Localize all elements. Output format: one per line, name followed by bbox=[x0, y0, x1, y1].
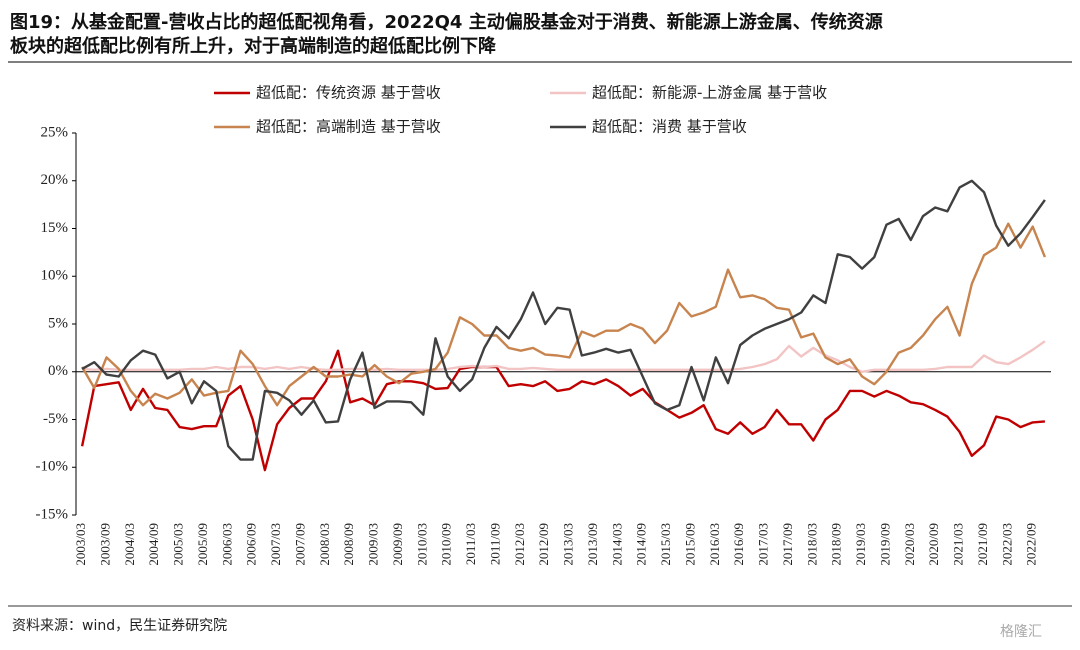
x-tick-label: 2022/09 bbox=[1024, 523, 1039, 566]
x-tick-label: 2019/09 bbox=[877, 523, 892, 566]
x-tick-label: 2006/03 bbox=[219, 523, 234, 566]
x-tick-label: 2020/09 bbox=[926, 523, 941, 566]
watermark: 格隆汇 bbox=[1000, 624, 1042, 640]
x-tick-label: 2008/03 bbox=[317, 523, 332, 566]
x-tick-label: 2004/03 bbox=[122, 523, 137, 566]
x-tick-label: 2017/03 bbox=[756, 523, 771, 566]
x-tick-label: 2019/03 bbox=[853, 523, 868, 566]
x-tick-label: 2003/09 bbox=[97, 523, 112, 566]
x-tick-label: 2011/09 bbox=[487, 523, 502, 565]
x-tick-label: 2020/03 bbox=[902, 523, 917, 566]
x-tick-label: 2015/03 bbox=[658, 523, 673, 566]
x-tick-label: 2014/03 bbox=[609, 523, 624, 566]
series-line bbox=[81, 179, 1046, 461]
x-tick-label: 2004/09 bbox=[146, 523, 161, 566]
legend-label: 超低配：传统资源 基于营收 bbox=[256, 84, 441, 102]
x-tick-label: 2007/03 bbox=[268, 523, 283, 566]
y-tick-label: -10% bbox=[36, 459, 69, 475]
x-tick-label: 2013/03 bbox=[561, 523, 576, 566]
x-tick-label: 2009/09 bbox=[390, 523, 405, 566]
series-line bbox=[82, 340, 1046, 373]
x-tick-label: 2013/09 bbox=[585, 523, 600, 566]
series-line bbox=[80, 349, 1045, 472]
x-tick-label: 2021/09 bbox=[975, 523, 990, 566]
x-tick-label: 2017/09 bbox=[780, 523, 795, 566]
x-tick-label: 2011/03 bbox=[463, 523, 478, 565]
y-tick-label: -5% bbox=[43, 411, 68, 427]
y-tick-label: 25% bbox=[41, 124, 69, 140]
x-tick-label: 2018/03 bbox=[804, 523, 819, 566]
x-tick-label: 2010/09 bbox=[439, 523, 454, 566]
x-tick-label: 2016/03 bbox=[707, 523, 722, 566]
legend-label: 超低配：消费 基于营收 bbox=[592, 118, 747, 136]
x-tick-label: 2016/09 bbox=[731, 523, 746, 566]
chart-title: 图19：从基金配置-营收占比的超低配视角看，2022Q4 主动偏股基金对于消费、… bbox=[10, 11, 883, 33]
x-tick-label: 2018/09 bbox=[829, 523, 844, 566]
y-tick-label: 0% bbox=[48, 363, 68, 379]
legend-label: 超低配：新能源-上游金属 基于营收 bbox=[592, 84, 827, 102]
series-line bbox=[81, 222, 1047, 407]
x-tick-label: 2012/03 bbox=[512, 523, 527, 566]
source: 资料来源：wind，民生证券研究院 bbox=[12, 618, 227, 634]
x-tick-label: 2008/09 bbox=[341, 523, 356, 566]
x-tick-label: 2005/03 bbox=[171, 523, 186, 566]
y-tick-label: -15% bbox=[36, 506, 69, 522]
x-tick-label: 2010/03 bbox=[414, 523, 429, 566]
x-tick-label: 2005/09 bbox=[195, 523, 210, 566]
legend-label: 超低配：高端制造 基于营收 bbox=[256, 118, 441, 136]
chart-subtitle: 板块的超低配比例有所上升，对于高端制造的超低配比例下降 bbox=[10, 35, 497, 57]
x-tick-label: 2003/03 bbox=[73, 523, 88, 566]
y-tick-label: 20% bbox=[41, 172, 69, 188]
y-tick-label: 15% bbox=[41, 220, 69, 236]
x-tick-label: 2012/09 bbox=[536, 523, 551, 566]
x-tick-label: 2014/09 bbox=[634, 523, 649, 566]
x-tick-label: 2009/03 bbox=[366, 523, 381, 566]
x-tick-label: 2021/03 bbox=[951, 523, 966, 566]
y-tick-label: 5% bbox=[48, 315, 68, 331]
x-tick-label: 2006/09 bbox=[244, 523, 259, 566]
y-tick-label: 10% bbox=[41, 268, 69, 284]
x-tick-label: 2007/09 bbox=[292, 523, 307, 566]
x-tick-label: 2022/03 bbox=[999, 523, 1014, 566]
x-tick-label: 2015/09 bbox=[682, 523, 697, 566]
